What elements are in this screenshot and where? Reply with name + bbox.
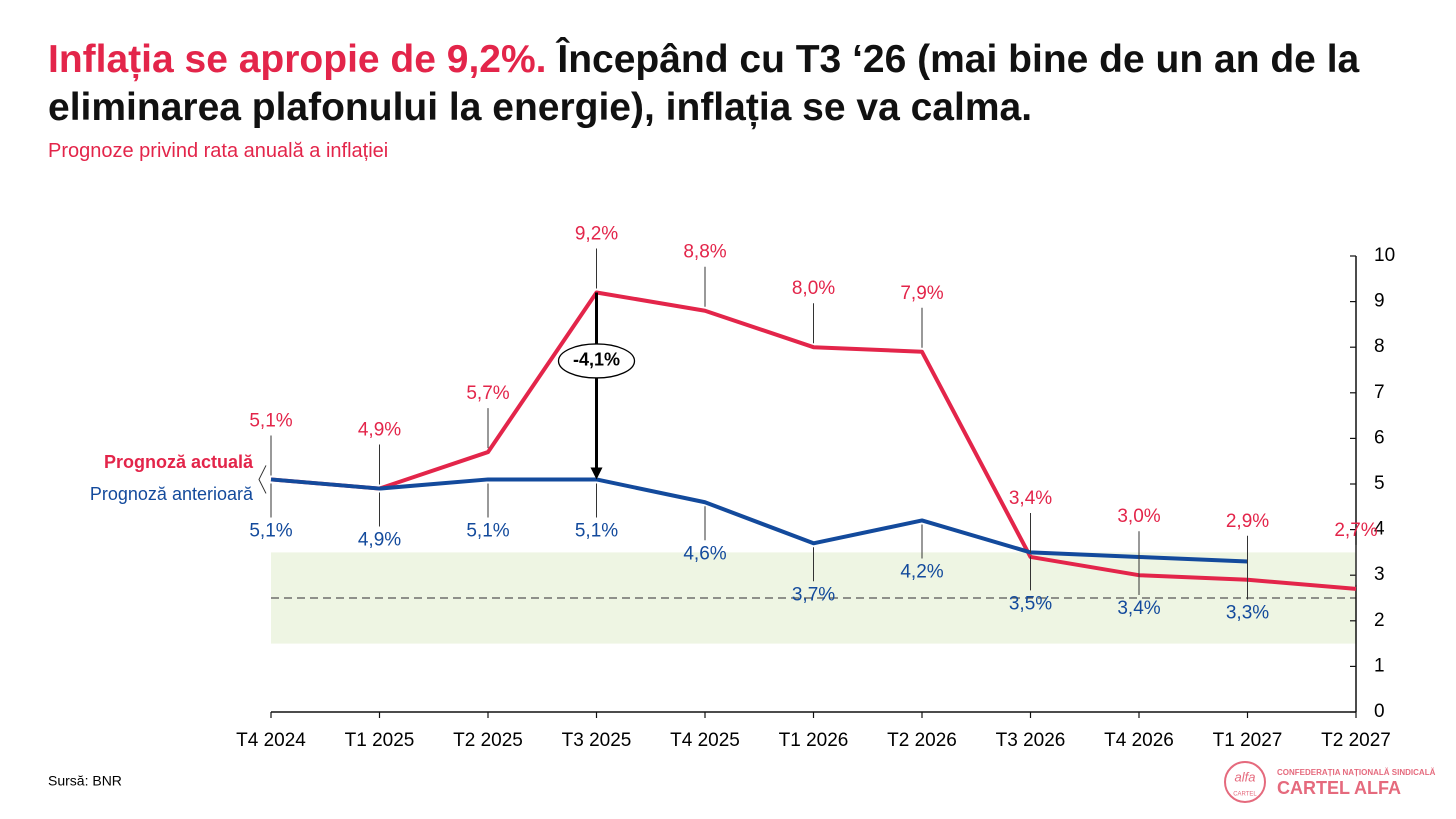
y-tick-label: 10	[1374, 245, 1395, 266]
annotation-bubble	[557, 343, 636, 379]
legend-label: Prognoză anterioară	[90, 484, 254, 504]
series-line	[270, 290, 1357, 591]
x-tick-label: T3 2025	[562, 730, 632, 751]
value-label: 4,9%	[358, 420, 401, 441]
annotation: -4,1%	[573, 350, 620, 370]
value-label: 4,9%	[358, 530, 401, 551]
logo-emblem-sub: CARTEL	[1233, 792, 1257, 798]
value-label: 2,9%	[1226, 511, 1269, 532]
value-label: 3,3%	[1226, 603, 1269, 624]
series-line	[270, 477, 1248, 564]
value-label: 8,0%	[792, 278, 835, 299]
value-label: 5,1%	[249, 410, 292, 431]
y-tick-label: 1	[1374, 655, 1385, 676]
value-label: 3,5%	[1009, 593, 1052, 614]
value-label: 3,7%	[792, 584, 835, 605]
logo-name: CARTEL ALFA	[1277, 778, 1401, 798]
x-tick-label: T2 2027	[1321, 730, 1391, 751]
arrow-head	[590, 467, 603, 480]
logo-caption: CONFEDERAȚIA NAȚIONALĂ SINDICALĂ	[1277, 768, 1436, 777]
title-rest: Începând cu T3 ‘26 (mai bine de un an de…	[48, 38, 1360, 129]
x-tick-label: T1 2025	[345, 730, 415, 751]
value-label: 5,7%	[466, 383, 509, 404]
y-tick-label: 5	[1374, 473, 1385, 494]
y-tick-label: 6	[1374, 427, 1385, 448]
y-tick-label: 4	[1374, 519, 1385, 540]
title: Inflația se apropie de 9,2%. Începând cu…	[48, 36, 1438, 132]
y-tick-label: 0	[1374, 701, 1385, 722]
logo-emblem: alfa	[1235, 769, 1256, 784]
source: Sursă: BNR	[48, 773, 122, 789]
x-tick-label: T1 2027	[1213, 730, 1283, 751]
x-tick-label: T4 2025	[670, 730, 740, 751]
value-label: 8,8%	[683, 242, 726, 263]
legend-bracket	[258, 465, 267, 494]
value-label: 4,2%	[900, 561, 943, 582]
subtitle: Prognoze privind rata anuală a inflației	[48, 140, 389, 162]
value-label: 3,4%	[1009, 488, 1052, 509]
value-label: 4,6%	[683, 543, 726, 564]
value-label: 9,2%	[575, 223, 618, 244]
legend-label: Prognoză actuală	[104, 452, 254, 472]
y-tick-label: 3	[1374, 564, 1385, 585]
value-label: 2,7%	[1334, 520, 1377, 541]
y-tick-label: 9	[1374, 291, 1385, 312]
x-tick-label: T4 2024	[236, 730, 306, 751]
value-label: 3,0%	[1117, 506, 1160, 527]
x-tick-label: T2 2025	[453, 730, 523, 751]
x-tick-label: T4 2026	[1104, 730, 1174, 751]
value-label: 5,1%	[466, 520, 509, 541]
x-tick-label: T1 2026	[779, 730, 849, 751]
y-tick-label: 8	[1374, 336, 1385, 357]
title-lead: Inflația se apropie de 9,2%.	[48, 38, 547, 81]
value-label: 3,4%	[1117, 598, 1160, 619]
y-tick-label: 2	[1374, 610, 1385, 631]
logo: alfa CARTEL CONFEDERAȚIA NAȚIONALĂ SINDI…	[1224, 761, 1436, 803]
y-tick-label: 7	[1374, 382, 1385, 403]
value-label: 5,1%	[575, 520, 618, 541]
value-label: 5,1%	[249, 520, 292, 541]
x-tick-label: T2 2026	[887, 730, 957, 751]
x-tick-label: T3 2026	[996, 730, 1066, 751]
logo-circle	[1224, 761, 1266, 803]
value-label: 7,9%	[900, 283, 943, 304]
